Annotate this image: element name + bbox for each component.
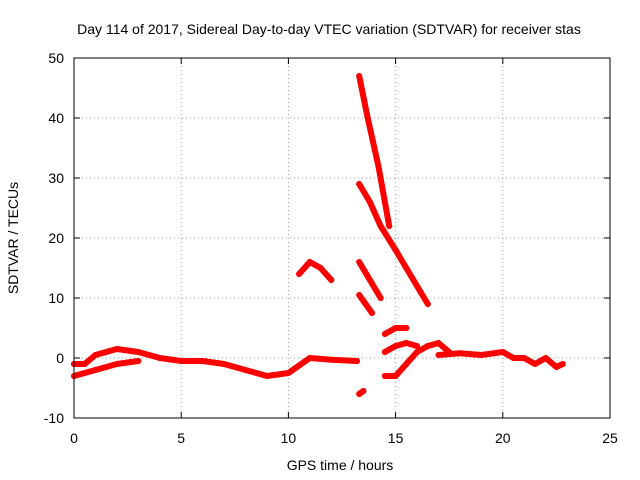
- y-axis-label: SDTVAR / TECUs: [5, 182, 21, 294]
- data-point: [356, 391, 363, 397]
- data-point: [386, 223, 393, 229]
- data-point: [328, 356, 335, 363]
- data-point: [435, 340, 442, 346]
- data-point: [424, 301, 431, 307]
- data-point: [403, 265, 410, 271]
- data-point: [559, 361, 566, 367]
- data-point: [510, 355, 517, 361]
- data-point: [392, 247, 399, 253]
- data-point: [285, 370, 292, 376]
- data-point: [296, 271, 303, 277]
- data-point: [414, 349, 420, 355]
- data-point: [306, 355, 313, 361]
- data-point: [381, 349, 388, 355]
- data-point: [356, 292, 363, 298]
- data-point: [392, 325, 399, 331]
- data-point: [435, 352, 442, 358]
- data-point: [553, 364, 560, 370]
- data-point: [264, 373, 270, 379]
- data-point: [521, 355, 528, 361]
- data-point: [366, 277, 373, 283]
- data-point: [478, 352, 485, 358]
- data-point: [424, 343, 431, 349]
- data-point: [375, 163, 382, 169]
- x-tick-label: 0: [70, 430, 78, 446]
- x-tick-label: 5: [177, 430, 185, 446]
- data-point: [414, 283, 420, 289]
- y-tick-label: 10: [48, 290, 64, 306]
- y-tick-label: 20: [48, 230, 64, 246]
- x-tick-label: 25: [602, 430, 618, 446]
- series-line-steep-1: [356, 73, 393, 229]
- x-axis-label: GPS time / hours: [287, 457, 394, 473]
- data-point: [377, 295, 384, 301]
- data-point: [199, 358, 206, 364]
- data-point: [532, 361, 538, 367]
- data-point: [456, 350, 463, 357]
- data-point: [366, 199, 373, 205]
- data-point: [92, 352, 99, 358]
- data-point: [135, 358, 142, 364]
- data-point: [392, 343, 399, 349]
- x-tick-label: 15: [388, 430, 404, 446]
- data-point: [178, 358, 185, 364]
- series-group: [71, 73, 566, 397]
- data-point: [113, 361, 120, 367]
- data-point: [392, 373, 399, 379]
- data-point: [354, 358, 360, 364]
- data-point: [356, 181, 363, 187]
- x-tick-label: 20: [495, 430, 511, 446]
- data-point: [81, 361, 88, 367]
- data-point: [362, 301, 369, 307]
- series-line-late-band: [435, 349, 566, 370]
- data-point: [414, 343, 420, 349]
- data-point: [360, 388, 367, 394]
- data-point: [135, 349, 142, 355]
- y-tick-label: 40: [48, 110, 64, 126]
- data-point: [381, 373, 388, 379]
- x-tick-label: 10: [281, 430, 297, 446]
- series-line-upper-recovery: [381, 340, 420, 355]
- series-line-arc-11: [296, 259, 335, 283]
- data-point: [156, 355, 163, 361]
- data-point: [499, 349, 506, 355]
- data-point: [377, 223, 384, 229]
- y-tick-label: -10: [44, 410, 64, 426]
- data-point: [113, 346, 120, 352]
- data-point: [221, 361, 228, 367]
- data-point: [403, 361, 410, 367]
- data-point: [328, 277, 335, 283]
- y-tick-label: 30: [48, 170, 64, 186]
- data-point: [369, 310, 375, 316]
- data-point: [542, 355, 549, 361]
- data-point: [381, 331, 388, 337]
- y-tick-label: 50: [48, 50, 64, 66]
- tick-group: 0 5 10 15 20 25 -10 0 10 20 30 40 50: [44, 50, 618, 446]
- y-tick-label: 0: [56, 350, 64, 366]
- data-point: [403, 340, 410, 346]
- data-point: [356, 259, 363, 265]
- data-point: [317, 265, 324, 271]
- data-point: [81, 370, 88, 376]
- data-point: [364, 115, 371, 121]
- chart-title: Day 114 of 2017, Sidereal Day-to-day VTE…: [77, 21, 581, 37]
- data-point: [403, 325, 410, 331]
- data-point: [356, 73, 363, 79]
- data-point: [242, 367, 249, 373]
- data-point: [306, 259, 313, 265]
- data-point: [92, 367, 99, 373]
